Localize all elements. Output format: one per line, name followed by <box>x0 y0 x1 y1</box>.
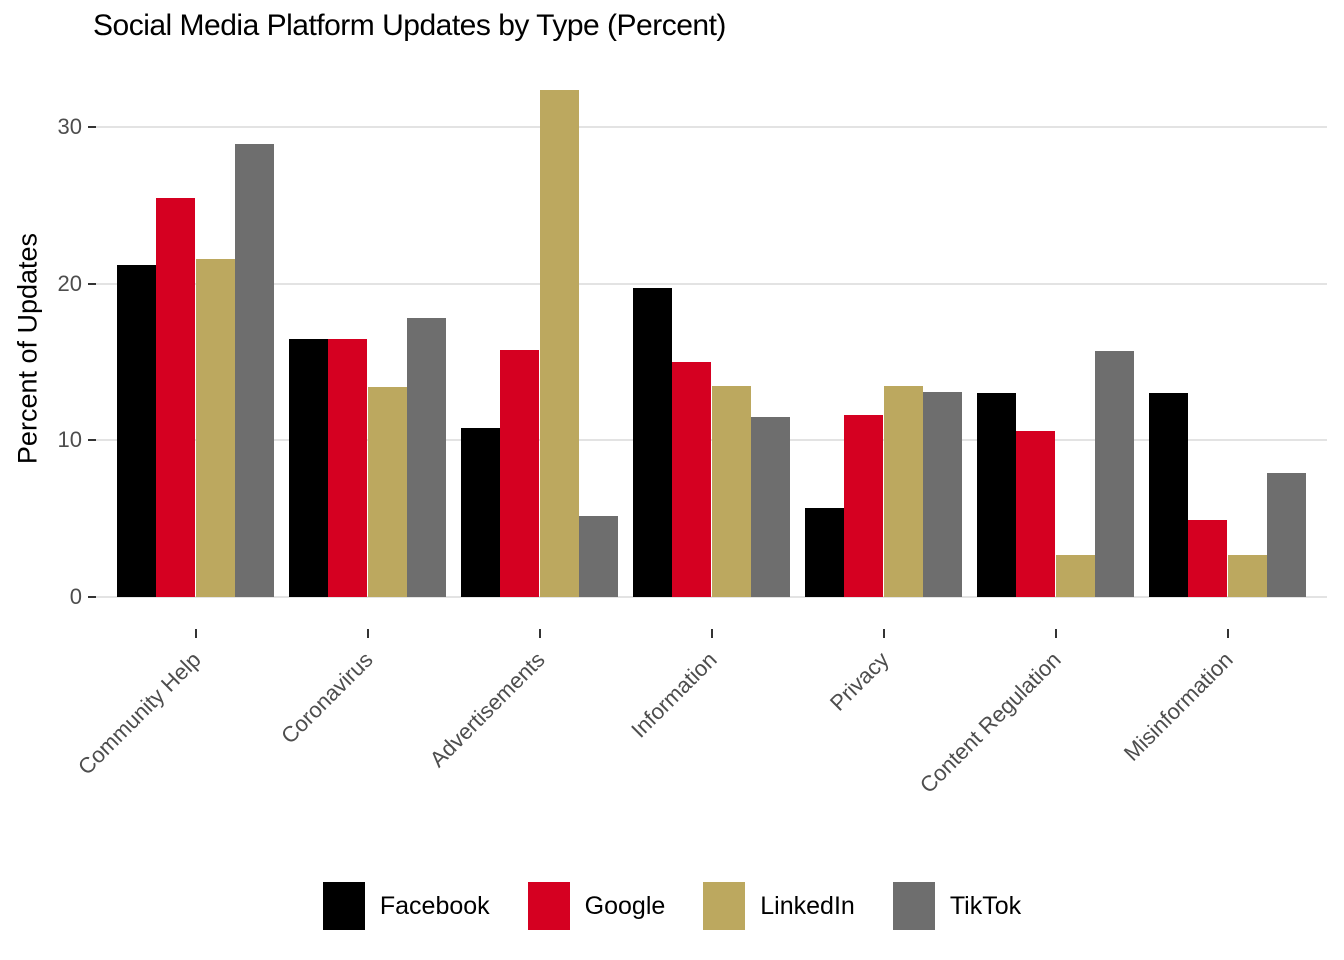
legend-item-tiktok: TikTok <box>892 882 1022 930</box>
bar-tiktok-advertisements <box>578 515 619 597</box>
y-tick-mark-20 <box>88 282 96 285</box>
bar-linkedin-community-help <box>195 258 235 597</box>
bar-google-content-regulation <box>1016 430 1056 597</box>
legend-swatch-facebook <box>322 882 365 930</box>
legend-label-facebook: Facebook <box>379 891 490 920</box>
bar-google-community-help <box>156 197 196 597</box>
bar-linkedin-information <box>711 385 751 597</box>
gridline-y-30 <box>96 126 1327 129</box>
bar-linkedin-coronavirus <box>367 387 407 597</box>
plot-panel <box>96 64 1327 629</box>
y-tick-mark-10 <box>88 439 96 442</box>
y-tick-label-20: 20 <box>57 270 82 296</box>
legend: Facebook Google LinkedIn TikTok <box>0 882 1344 930</box>
bar-facebook-misinformation <box>1148 393 1189 597</box>
gridline-y-0 <box>96 596 1327 598</box>
bar-tiktok-information <box>750 416 791 597</box>
legend-label-google: Google <box>584 891 666 920</box>
bar-facebook-community-help <box>116 264 157 597</box>
x-tick-mark-advertisements <box>538 629 541 638</box>
bar-google-coronavirus <box>328 338 368 597</box>
bar-tiktok-content-regulation <box>1094 351 1135 597</box>
bar-facebook-content-regulation <box>976 393 1017 597</box>
legend-item-linkedin: LinkedIn <box>703 882 855 930</box>
gridline-y-20 <box>96 282 1327 285</box>
bar-linkedin-misinformation <box>1227 554 1267 597</box>
legend-item-facebook: Facebook <box>322 882 490 930</box>
bar-facebook-privacy <box>804 507 845 597</box>
legend-swatch-tiktok <box>892 882 935 930</box>
bar-tiktok-misinformation <box>1266 473 1307 597</box>
y-tick-label-10: 10 <box>57 427 82 453</box>
chart-title: Social Media Platform Updates by Type (P… <box>93 9 726 42</box>
legend-label-tiktok: TikTok <box>949 891 1022 920</box>
legend-item-google: Google <box>527 882 666 930</box>
bar-google-privacy <box>844 415 884 597</box>
bar-linkedin-privacy <box>883 385 923 597</box>
y-axis-title: Percent of Updates <box>12 232 43 465</box>
x-tick-mark-misinformation <box>1226 629 1229 638</box>
bar-linkedin-advertisements <box>539 89 579 597</box>
legend-swatch-linkedin <box>703 882 746 930</box>
x-tick-mark-coronavirus <box>366 629 369 638</box>
bar-tiktok-coronavirus <box>406 318 447 597</box>
bar-google-information <box>672 362 712 597</box>
x-tick-mark-privacy <box>882 629 885 638</box>
bar-linkedin-content-regulation <box>1055 554 1095 597</box>
x-tick-mark-content-regulation <box>1054 629 1057 638</box>
x-tick-mark-community-help <box>194 629 197 638</box>
y-tick-mark-30 <box>88 126 96 129</box>
legend-label-linkedin: LinkedIn <box>760 891 855 920</box>
bar-facebook-information <box>632 288 673 597</box>
bar-tiktok-privacy <box>922 391 963 597</box>
y-tick-mark-0 <box>88 596 96 598</box>
y-tick-label-0: 0 <box>69 584 82 609</box>
x-tick-mark-information <box>710 629 713 638</box>
y-tick-label-30: 30 <box>57 114 82 140</box>
bar-google-advertisements <box>500 349 540 597</box>
bar-facebook-advertisements <box>460 427 501 597</box>
bar-google-misinformation <box>1188 520 1228 597</box>
legend-swatch-google <box>527 882 570 930</box>
bar-facebook-coronavirus <box>288 338 329 597</box>
bar-tiktok-community-help <box>234 144 275 597</box>
